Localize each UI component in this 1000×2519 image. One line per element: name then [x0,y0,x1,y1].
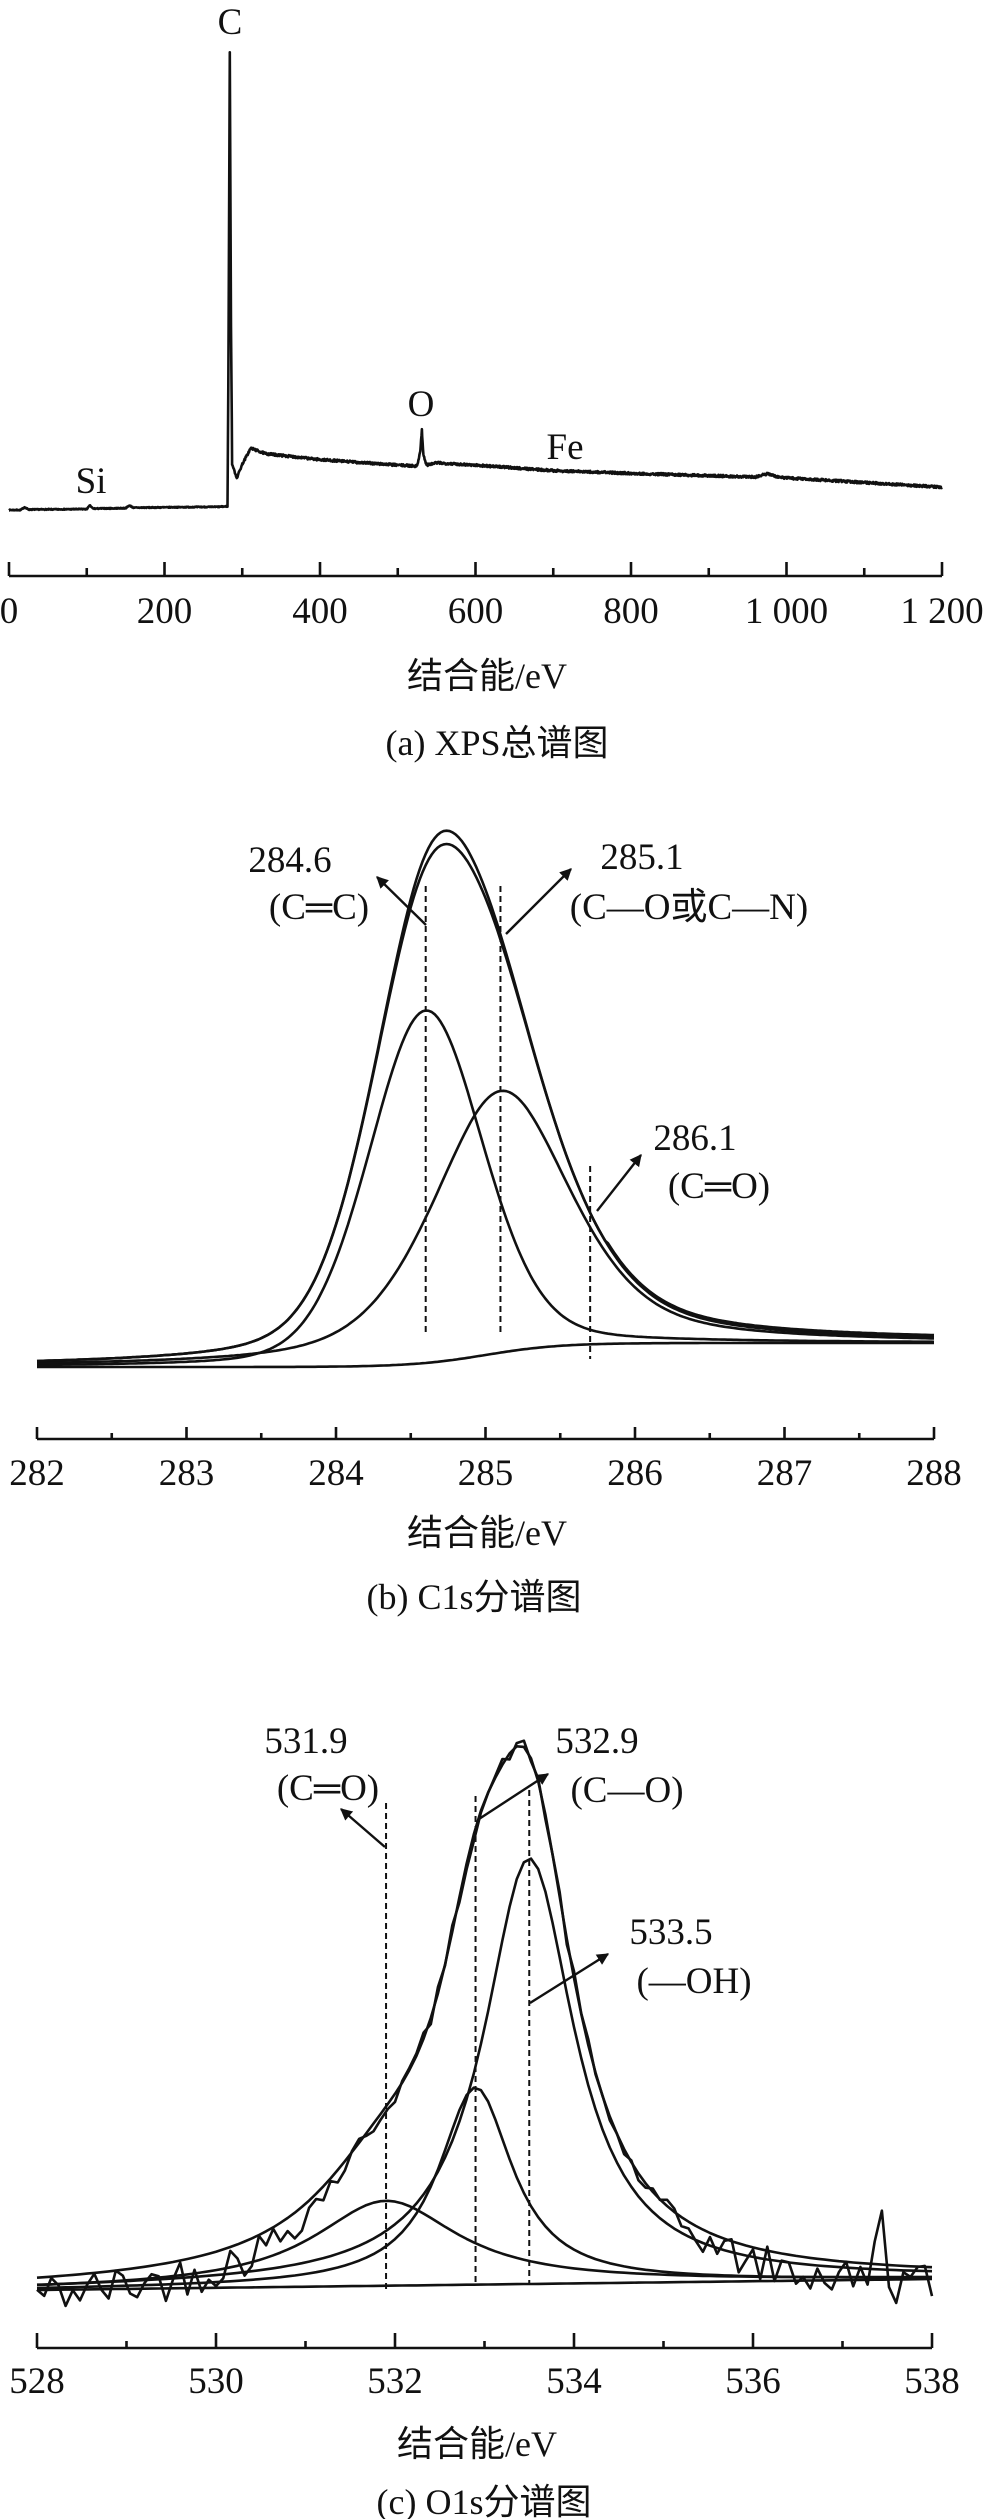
x-tick-label: 532 [367,2361,423,2402]
x-axis-label: 结合能/eV [407,656,567,696]
peak-label-fe: Fe [547,427,584,468]
bond-type-label: (C═O) [668,1166,770,1207]
x-tick-label: 1 200 [900,591,983,632]
peak-energy-label: 533.5 [629,1912,712,1953]
x-tick-label: 530 [188,2361,244,2402]
peak-energy-label: 284.6 [248,840,331,881]
x-tick-label: 285 [458,1453,514,1494]
component-peak-line [37,1089,934,1365]
survey-spectrum-chart: 0 200 400 600 800 1 000 1 200 结合能/eV (a) XPS总谱图 C… [0,2,984,763]
o1s-spectrum-chart: 528 530 532 534 536 538 结合能/eV (c) O1s分谱图 531.9 (… [9,1721,960,2519]
peak-label-si: Si [76,461,107,502]
x-tick-label: 1 000 [745,591,828,632]
bond-type-label: (C═O) [277,1768,379,1809]
background-line [37,1341,934,1369]
x-tick-label: 287 [757,1453,813,1494]
peak-energy-label: 285.1 [600,837,683,878]
peak-energy-label: 532.9 [555,1721,638,1762]
x-tick-label: 538 [904,2361,960,2402]
peak-label-o: O [408,384,435,425]
x-tick-label: 288 [906,1453,962,1494]
c1s-spectrum-chart: 282 283 284 285 286 287 288 结合能/eV (b) C1s分谱图 284… [9,829,962,1617]
component-peak-line [36,1857,933,2286]
chart-caption: (b) C1s分谱图 [367,1577,582,1617]
chart-caption: (c) O1s分谱图 [377,2482,592,2519]
peak-label-c: C [218,2,243,43]
arrow-icon [505,868,572,935]
bond-type-label: (—OH) [636,1961,751,2002]
x-tick-label: 200 [137,591,193,632]
x-tick-label: 536 [725,2361,781,2402]
peak-energy-label: 286.1 [653,1118,736,1159]
raw-spectrum-line [36,1739,934,2308]
component-peak-line [37,1009,935,1367]
bond-type-label: (C═C) [269,887,369,928]
survey-spectrum-line [8,51,943,512]
x-tick-label: 282 [9,1453,65,1494]
x-tick-label: 800 [603,591,659,632]
fitted-envelope-line [36,1745,933,2279]
x-tick-label: 284 [308,1453,364,1494]
peak-energy-label: 531.9 [264,1721,347,1762]
x-tick-label: 534 [546,2361,602,2402]
x-tick-label: 400 [292,591,348,632]
raw-spectrum-line [36,829,935,1363]
bond-type-label: (C—O) [570,1770,683,1811]
x-axis-label: 结合能/eV [407,1513,567,1553]
x-tick-label: 283 [159,1453,215,1494]
bond-type-label: (C—O或C—N) [570,887,808,928]
x-tick-label: 528 [9,2361,65,2402]
component-peak-line [36,2199,933,2287]
arrow-icon [376,876,427,926]
arrow-icon [596,1154,642,1212]
x-tick-label: 0 [0,591,18,632]
arrow-icon [529,1952,610,2005]
component-peak-line [36,2086,932,2290]
x-tick-label: 600 [448,591,504,632]
arrow-icon [478,1772,550,1821]
x-axis-label: 结合能/eV [397,2424,557,2464]
arrow-icon [340,1808,386,1848]
x-tick-label: 286 [607,1453,663,1494]
chart-caption: (a) XPS总谱图 [386,723,609,763]
